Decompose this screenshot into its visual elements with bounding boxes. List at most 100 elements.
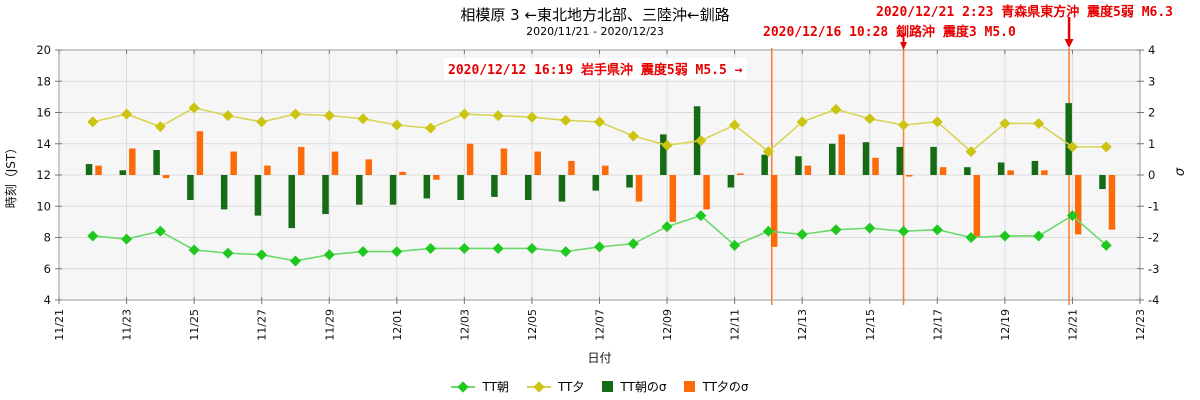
annotation-iwate-quake: 2020/12/12 16:19 岩手県沖 震度5弱 M5.5 →: [444, 58, 747, 79]
y-left-tick-label: 6: [44, 262, 51, 276]
x-tick-label: 12/13: [796, 309, 809, 341]
sigma-bar: [930, 146, 937, 175]
chart-title: 相模原 3 ←東北地方北部、三陸沖←釧路: [460, 6, 730, 24]
x-tick-label: 11/21: [53, 309, 66, 341]
data-point: [492, 110, 504, 122]
sigma-bar: [737, 173, 744, 175]
y-right-tick-label: 3: [1148, 74, 1155, 88]
sigma-bar: [356, 175, 363, 205]
sigma-bar: [626, 175, 633, 188]
legend-label: TT夕: [557, 380, 585, 394]
sigma-bar: [423, 175, 431, 199]
data-point: [256, 116, 268, 128]
sigma-bar: [997, 162, 1005, 175]
data-point: [188, 102, 200, 114]
data-point: [492, 242, 504, 254]
sigma-bar: [297, 146, 305, 175]
data-point: [695, 210, 707, 222]
y-left-tick-label: 10: [36, 199, 51, 213]
x-tick-label: 12/07: [594, 309, 607, 341]
data-point: [526, 111, 538, 123]
sigma-bar: [592, 175, 599, 191]
sigma-bar: [862, 142, 870, 175]
event-down-arrowhead-icon: [1064, 39, 1074, 48]
sigma-bar: [187, 175, 194, 200]
data-point: [87, 230, 99, 242]
sigma-bar: [119, 170, 127, 175]
sigma-bar: [500, 148, 508, 175]
x-tick-label: 11/27: [256, 309, 269, 341]
square-orange-icon: [684, 381, 696, 392]
data-point: [222, 247, 234, 259]
y-right-tick-label: -1: [1148, 199, 1159, 213]
legend-label: TT夕のσ: [702, 380, 749, 394]
data-point: [830, 103, 842, 115]
sigma-bar: [264, 165, 271, 175]
sigma-bar: [1031, 160, 1039, 175]
legend-item-tt-evening-sigma: TT夕のσ: [684, 378, 749, 395]
sigma-bar: [568, 160, 575, 175]
data-point: [661, 139, 673, 151]
sigma-bar: [389, 175, 397, 205]
y-left-tick-label: 18: [36, 74, 51, 88]
y-left-axis-title: 時刻（JST）: [4, 142, 18, 209]
sigma-bar: [322, 175, 329, 215]
sigma-bar: [804, 165, 812, 175]
y-right-tick-label: 2: [1148, 106, 1155, 120]
data-point: [931, 116, 943, 128]
chart-subtitle: 2020/11/21 - 2020/12/23: [526, 25, 664, 38]
y-left-tick-label: 8: [44, 231, 51, 245]
data-point: [1100, 141, 1112, 153]
sigma-bar: [635, 175, 643, 202]
y-right-tick-label: -2: [1148, 231, 1159, 245]
sigma-bar: [1007, 170, 1014, 175]
x-tick-label: 12/11: [729, 309, 742, 341]
sigma-bar: [254, 175, 262, 216]
data-point: [188, 244, 200, 256]
data-point: [526, 242, 538, 254]
sigma-bar: [964, 167, 971, 175]
sigma-bar: [1108, 175, 1116, 230]
x-axis-title: 日付: [587, 351, 611, 365]
sigma-bar: [660, 134, 667, 175]
data-point: [425, 122, 437, 134]
sigma-bar: [433, 175, 440, 180]
data-point: [864, 222, 876, 234]
sigma-bar: [331, 151, 339, 175]
data-point: [323, 249, 335, 261]
sigma-bar: [491, 175, 498, 197]
sigma-bar: [196, 131, 204, 175]
y-right-tick-label: -3: [1148, 262, 1159, 276]
data-point: [965, 232, 977, 243]
data-point: [121, 108, 133, 120]
data-point: [729, 239, 741, 251]
sigma-bar: [906, 175, 913, 177]
sigma-bar: [1041, 170, 1048, 175]
data-point: [87, 116, 99, 128]
sigma-bar: [399, 171, 406, 175]
x-tick-label: 12/09: [661, 309, 674, 341]
sigma-bar: [838, 134, 845, 175]
sigma-bar: [896, 146, 904, 175]
x-tick-label: 11/29: [323, 309, 336, 341]
sigma-bar: [153, 150, 160, 175]
sigma-bar: [602, 165, 609, 175]
data-point: [154, 225, 166, 237]
data-point: [627, 238, 639, 250]
sigma-bar: [558, 175, 566, 202]
legend-item-tt-evening: TT夕: [526, 378, 585, 395]
data-point: [560, 114, 572, 126]
sigma-bar: [230, 151, 237, 175]
data-point: [560, 246, 572, 258]
data-point: [357, 113, 369, 125]
sigma-bar: [1099, 175, 1106, 190]
data-point: [289, 108, 301, 120]
data-point: [864, 113, 876, 125]
y-right-tick-label: 4: [1148, 43, 1155, 57]
chart-legend: TT朝 TT夕 TT朝のσ TT夕のσ: [0, 378, 1200, 395]
sigma-bar: [534, 151, 541, 175]
x-tick-label: 12/15: [864, 309, 877, 341]
y-right-tick-label: -4: [1148, 293, 1159, 307]
sigma-bar: [162, 175, 170, 179]
